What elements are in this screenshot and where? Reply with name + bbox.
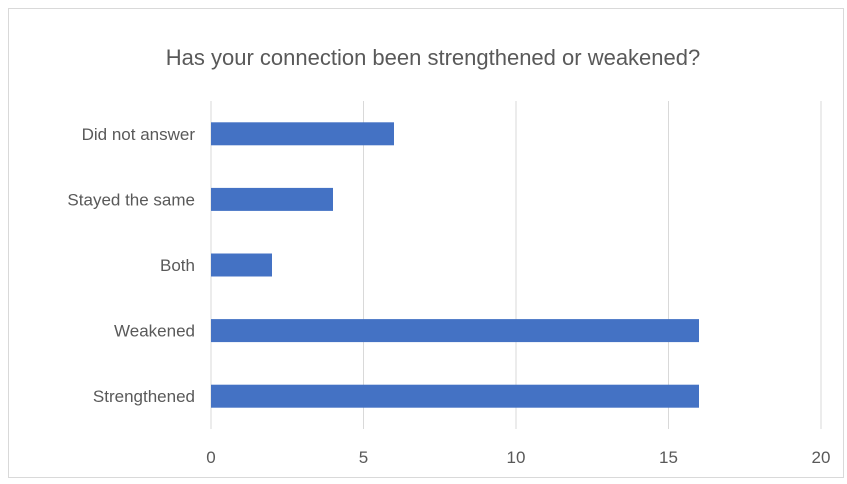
x-tick-label-3: 15 [659, 448, 678, 467]
category-label-did-not-answer: Did not answer [82, 125, 196, 144]
bar-both [211, 253, 272, 277]
bar-did-not-answer [211, 122, 394, 146]
x-tick-label-4: 20 [812, 448, 831, 467]
bar-stayed-the-same [211, 187, 333, 211]
gridlines [210, 101, 822, 429]
category-labels: Did not answer Stayed the same Both Weakene… [67, 125, 195, 406]
chart-frame: Has your connection been strengthened or… [8, 8, 844, 478]
category-label-stayed-the-same: Stayed the same [67, 190, 195, 209]
bar-strengthened [211, 384, 699, 408]
category-label-weakened: Weakened [114, 322, 195, 341]
bars [211, 122, 699, 408]
x-tick-label-1: 5 [359, 448, 368, 467]
chart-title: Has your connection been strengthened or… [166, 45, 700, 70]
category-label-both: Both [160, 256, 195, 275]
x-tick-label-2: 10 [507, 448, 526, 467]
category-label-strengthened: Strengthened [93, 387, 195, 406]
x-tick-labels: 0 5 10 15 20 [206, 448, 830, 467]
bar-weakened [211, 319, 699, 343]
bar-chart: Has your connection been strengthened or… [67, 45, 830, 467]
x-tick-label-0: 0 [206, 448, 215, 467]
